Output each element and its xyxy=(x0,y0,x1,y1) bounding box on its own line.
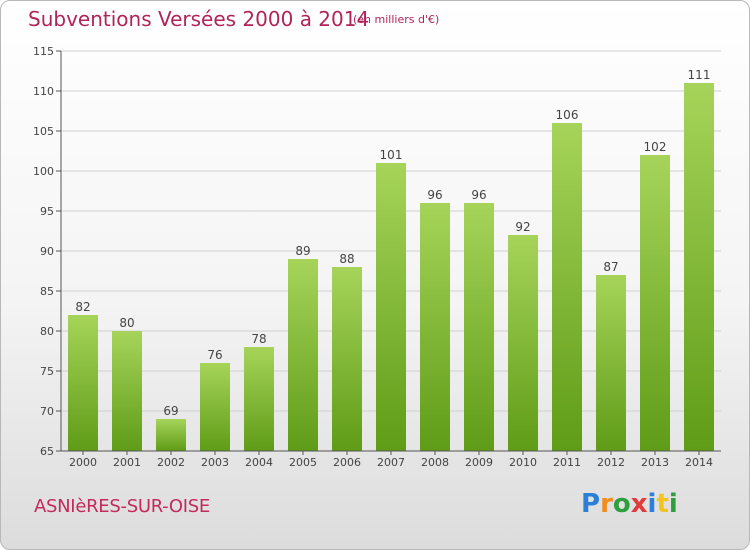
data-label: 106 xyxy=(556,108,579,122)
x-tick-label: 2013 xyxy=(641,456,669,469)
bar xyxy=(332,267,362,451)
y-tick-label: 90 xyxy=(40,245,54,258)
x-tick-label: 2011 xyxy=(553,456,581,469)
chart-subtitle: (en milliers d'€) xyxy=(353,13,440,26)
bar xyxy=(112,331,142,451)
logo-letter: i xyxy=(647,489,657,519)
data-label: 111 xyxy=(688,68,711,82)
data-label: 69 xyxy=(163,404,178,418)
bar xyxy=(288,259,318,451)
y-tick-label: 75 xyxy=(40,365,54,378)
bar xyxy=(684,83,714,451)
x-tick-label: 2014 xyxy=(685,456,713,469)
y-tick-label: 105 xyxy=(33,125,54,138)
logo-letter: P xyxy=(581,489,601,519)
data-label: 96 xyxy=(471,188,486,202)
labels: 65 70 75 80 85 90 95 100 105 110 115 82 2000 80 2001 69… xyxy=(33,45,713,469)
data-label: 96 xyxy=(427,188,442,202)
logo-letter: t xyxy=(656,489,669,519)
x-tick-label: 2010 xyxy=(509,456,537,469)
x-tick-label: 2003 xyxy=(201,456,229,469)
x-tick-label: 2007 xyxy=(377,456,405,469)
data-label: 92 xyxy=(515,220,530,234)
data-label: 89 xyxy=(295,244,310,258)
bar xyxy=(508,235,538,451)
axes xyxy=(56,50,721,455)
bar xyxy=(156,419,186,451)
bar xyxy=(420,203,450,451)
commune-name: ASNIèRES-SUR-OISE xyxy=(34,496,210,517)
x-tick-label: 2008 xyxy=(421,456,449,469)
x-tick-label: 2000 xyxy=(69,456,97,469)
bar xyxy=(552,123,582,451)
data-label: 78 xyxy=(251,332,266,346)
data-label: 76 xyxy=(207,348,222,362)
logo-letter: i xyxy=(668,489,678,519)
x-tick-label: 2012 xyxy=(597,456,625,469)
y-tick-label: 80 xyxy=(40,325,54,338)
x-tick-label: 2002 xyxy=(157,456,185,469)
y-tick-label: 70 xyxy=(40,405,54,418)
y-tick-label: 110 xyxy=(33,85,54,98)
bar xyxy=(200,363,230,451)
bar xyxy=(596,275,626,451)
x-tick-label: 2001 xyxy=(113,456,141,469)
data-label: 88 xyxy=(339,252,354,266)
y-tick-label: 100 xyxy=(33,165,54,178)
y-tick-label: 115 xyxy=(33,45,54,58)
bar xyxy=(244,347,274,451)
data-label: 87 xyxy=(603,260,618,274)
x-tick-label: 2004 xyxy=(245,456,273,469)
bar xyxy=(376,163,406,451)
data-label: 102 xyxy=(644,140,667,154)
logo-letter: o xyxy=(612,489,631,519)
x-tick-label: 2009 xyxy=(465,456,493,469)
y-tick-label: 65 xyxy=(40,445,54,458)
y-tick-label: 85 xyxy=(40,285,54,298)
bar xyxy=(464,203,494,451)
y-tick-label: 95 xyxy=(40,205,54,218)
x-tick-label: 2006 xyxy=(333,456,361,469)
bars xyxy=(68,83,714,451)
chart-title: Subventions Versées 2000 à 2014 xyxy=(28,7,370,31)
logo-letter: x xyxy=(630,489,648,519)
data-label: 80 xyxy=(119,316,134,330)
data-label: 101 xyxy=(380,148,403,162)
bar xyxy=(68,315,98,451)
proxiti-logo: Proxiti xyxy=(581,489,678,519)
x-tick-label: 2005 xyxy=(289,456,317,469)
bar xyxy=(640,155,670,451)
logo-letter: r xyxy=(600,489,613,519)
data-label: 82 xyxy=(75,300,90,314)
